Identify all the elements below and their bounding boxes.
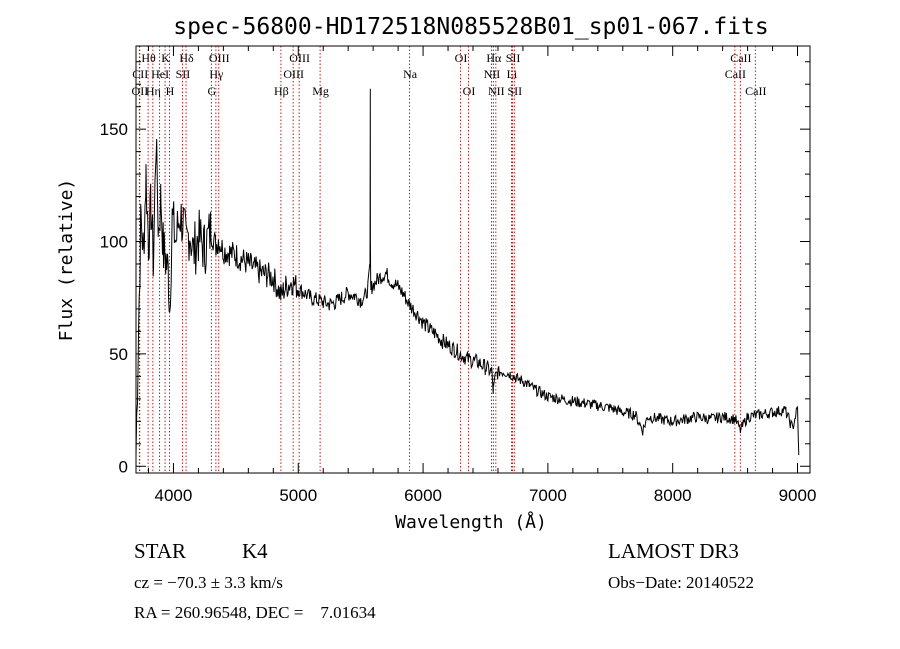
line-label-15: Mg [312, 84, 329, 98]
x-tick-label: 7000 [529, 486, 567, 505]
line-label-4: HeI [151, 67, 169, 81]
x-tick-label: 9000 [779, 486, 817, 505]
object-subclass: K4 [242, 539, 268, 563]
object-class: STAR [134, 539, 186, 563]
line-label-25: CaII [725, 67, 746, 81]
y-tick-label: 150 [100, 120, 128, 139]
emission-line-markers [138, 46, 756, 473]
y-tick-label: 100 [100, 233, 128, 252]
y-tick-label: 50 [109, 345, 128, 364]
line-label-19: NII [484, 67, 501, 81]
line-label-20: Hα [486, 51, 502, 65]
line-label-24: SII [507, 84, 522, 98]
x-axis-label: Wavelength (Å) [395, 511, 547, 533]
line-label-16: Na [403, 67, 418, 81]
line-label-8: Hδ [179, 51, 194, 65]
coordinates: RA = 260.96548, DEC = 7.01634 [134, 603, 376, 622]
chart-title: spec-56800-HD172518N085528B01_sp01-067.f… [173, 14, 768, 40]
line-label-9: G [208, 84, 217, 98]
line-label-3: Hη [146, 84, 161, 98]
line-label-26: CaII [730, 51, 751, 65]
x-tick-label: 5000 [279, 486, 317, 505]
line-label-5: K [161, 51, 170, 65]
line-label-6: H [166, 84, 175, 98]
line-label-11: OIII [209, 51, 230, 65]
y-axis-ticks: 0 50 100 150 [100, 61, 810, 476]
line-label-18: OI [463, 84, 476, 98]
line-label-22: Li [507, 67, 518, 81]
line-label-10: Hγ [209, 67, 224, 81]
line-label-7: SII [176, 67, 191, 81]
line-label-13: OIII [283, 67, 304, 81]
x-tick-label: 8000 [654, 486, 692, 505]
survey-name: LAMOST DR3 [608, 539, 739, 563]
line-label-0: CII [132, 67, 148, 81]
redshift-velocity: cz = −70.3 ± 3.3 km/s [134, 573, 283, 592]
observation-date: Obs−Date: 20140522 [608, 573, 755, 592]
line-label-2: Hθ [141, 51, 156, 65]
y-tick-label: 0 [119, 457, 128, 476]
emission-line-labels: CIIOIIHθHηHeIKHSIIHδGHγOIIIHβOIIIOIIIMgN… [132, 51, 767, 98]
line-label-14: OIII [289, 51, 310, 65]
x-tick-label: 4000 [155, 486, 193, 505]
y-axis-label: Flux (relative) [56, 179, 77, 342]
line-label-17: OI [455, 51, 468, 65]
x-tick-label: 6000 [404, 486, 442, 505]
line-label-21: NII [488, 84, 505, 98]
x-axis-ticks: 4000 5000 6000 7000 8000 9000 [147, 46, 817, 505]
line-label-27: CaII [745, 84, 766, 98]
spectrum-line [135, 88, 800, 456]
line-label-12: Hβ [274, 84, 289, 98]
line-label-23: SII [506, 51, 521, 65]
